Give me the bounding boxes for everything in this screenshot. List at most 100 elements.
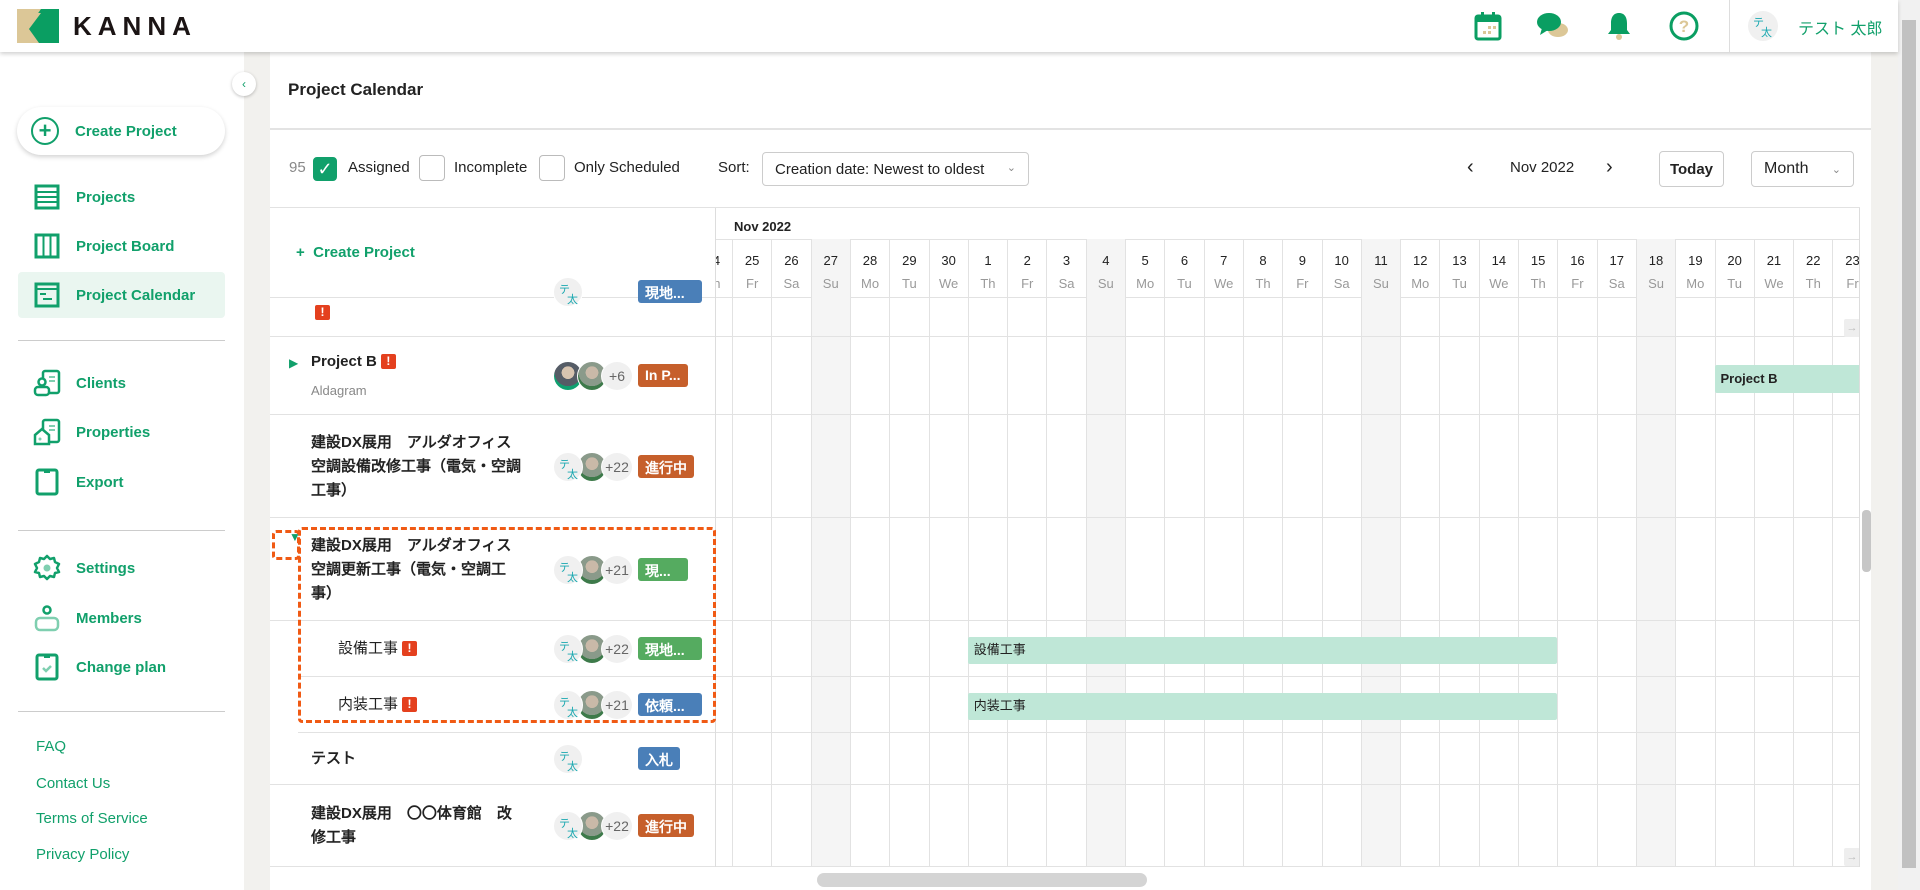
sidebar-item-settings[interactable]: Settings bbox=[18, 545, 225, 591]
divider bbox=[270, 297, 715, 298]
today-button[interactable]: Today bbox=[1659, 151, 1724, 187]
weekday-label: We bbox=[1214, 276, 1234, 291]
day-column: 19 Mo bbox=[1675, 239, 1714, 867]
status-badge: 進行中 bbox=[638, 814, 694, 837]
create-project-button[interactable]: + Create Project bbox=[17, 107, 225, 155]
assignee-avatars[interactable]: テ太 bbox=[553, 744, 583, 774]
project-row[interactable]: ▼ 建設DX展用 アルダオフィス空調更新工事（電気・空調工事） テ太 +21 現... bbox=[270, 518, 715, 621]
next-month-button[interactable]: › bbox=[1606, 156, 1613, 178]
assignee-avatars[interactable]: テ太 +21 bbox=[553, 554, 633, 585]
sidebar-item-export[interactable]: Export bbox=[18, 459, 225, 505]
weekday-label: We bbox=[939, 276, 959, 291]
project-row[interactable]: テスト テ太 入札 bbox=[270, 733, 715, 785]
warning-icon: ! bbox=[402, 641, 418, 656]
project-row[interactable]: 建設DX展用 アルダオフィス空調設備改修工事（電気・空調工事） テ太 +22 進行中 bbox=[270, 415, 715, 518]
avatar-initial: テ bbox=[559, 818, 570, 830]
highlight-box bbox=[298, 527, 716, 723]
assigned-checkbox[interactable]: ✓ bbox=[313, 157, 337, 181]
day-column: 2 Fr bbox=[1007, 239, 1046, 867]
incomplete-checkbox[interactable] bbox=[419, 155, 445, 181]
project-row[interactable]: ! テ太 現地... bbox=[270, 277, 715, 337]
project-name[interactable]: テスト bbox=[311, 747, 521, 771]
caret-right-icon[interactable]: ▶ bbox=[289, 356, 299, 370]
sidebar-item-members[interactable]: Members bbox=[18, 595, 225, 641]
project-name[interactable]: ! bbox=[311, 301, 521, 325]
project-name[interactable]: 設備工事! bbox=[338, 637, 548, 661]
avatar-initial: テ bbox=[1753, 17, 1764, 29]
chat-icon[interactable] bbox=[1536, 9, 1570, 43]
help-icon[interactable]: ? bbox=[1667, 9, 1701, 43]
sidebar-item-change-plan[interactable]: Change plan bbox=[18, 644, 225, 690]
assignee-avatars[interactable]: テ太 +22 bbox=[553, 811, 633, 841]
avatar-initial: テ bbox=[559, 284, 570, 296]
day-number: 4 bbox=[1102, 253, 1110, 268]
day-number: 10 bbox=[1334, 253, 1349, 268]
day-number: 29 bbox=[902, 253, 917, 268]
day-column: 10 Sa bbox=[1321, 239, 1361, 867]
sort-select[interactable]: Creation date: Newest to oldest ⌄ bbox=[762, 152, 1029, 186]
header-divider bbox=[1729, 0, 1730, 52]
project-row[interactable]: ▶ Project B! Aldagram +6 In P... bbox=[270, 337, 715, 415]
project-name[interactable]: Project B! bbox=[311, 350, 521, 374]
day-column: 5 Mo bbox=[1125, 239, 1164, 867]
day-number: 25 bbox=[744, 253, 760, 268]
calendar-icon[interactable] bbox=[1471, 9, 1505, 43]
project-name[interactable]: 建設DX展用 アルダオフィス空調更新工事（電気・空調工事） bbox=[311, 534, 521, 606]
sidebar-item-clients[interactable]: Clients bbox=[18, 360, 225, 406]
calendar-row bbox=[716, 677, 1859, 733]
horizontal-scroll-thumb[interactable] bbox=[817, 873, 1147, 887]
day-column: 12 Mo bbox=[1400, 239, 1439, 867]
only-scheduled-checkbox[interactable] bbox=[539, 155, 565, 181]
calendar-grid: Nov 2022 24Th25Fr26Sa27Su28Mo29Tu30We1Th… bbox=[716, 208, 1860, 867]
status-badge: 現地... bbox=[638, 280, 702, 303]
schedule-bar[interactable]: 内装工事 bbox=[967, 693, 1558, 720]
project-name[interactable]: 建設DX展用 アルダオフィス空調設備改修工事（電気・空調工事） bbox=[311, 431, 521, 503]
schedule-bar[interactable]: 設備工事 bbox=[967, 637, 1558, 664]
day-column: 20 Tu bbox=[1714, 239, 1754, 867]
sidebar-item-project-calendar[interactable]: Project Calendar bbox=[18, 272, 225, 318]
weekday-label: Tu bbox=[1177, 276, 1192, 291]
project-name[interactable]: 建設DX展用 〇〇体育館 改修工事 bbox=[311, 802, 521, 850]
footer-link[interactable]: Privacy Policy bbox=[36, 846, 130, 863]
weekday-label: Sa bbox=[1333, 276, 1350, 291]
page-scroll-thumb[interactable] bbox=[1902, 20, 1916, 868]
collapse-sidebar-button[interactable]: ‹ bbox=[232, 72, 256, 96]
kanna-logo-icon[interactable] bbox=[17, 9, 59, 43]
sidebar-item-properties[interactable]: Properties bbox=[18, 409, 225, 455]
day-column: 7 We bbox=[1203, 239, 1243, 867]
project-row[interactable]: 設備工事! テ太 +22 現地... bbox=[298, 621, 715, 677]
footer-link[interactable]: FAQ bbox=[36, 738, 67, 755]
day-number: 6 bbox=[1180, 253, 1189, 268]
plus-circle-icon: + bbox=[31, 117, 59, 145]
project-row[interactable]: 建設DX展用 〇〇体育館 改修工事 テ太 +22 進行中 bbox=[270, 785, 715, 867]
bell-icon[interactable] bbox=[1602, 9, 1636, 43]
assignee-avatars[interactable]: テ太 bbox=[553, 277, 583, 307]
view-select[interactable]: Month ⌄ bbox=[1751, 151, 1854, 187]
user-avatar[interactable]: テ太 bbox=[1748, 11, 1778, 41]
sidebar-item-project-board[interactable]: Project Board bbox=[18, 223, 225, 269]
warning-icon: ! bbox=[380, 354, 396, 369]
calendar-icon bbox=[32, 280, 62, 310]
weekday-label: Th bbox=[1805, 276, 1821, 291]
sidebar-item-projects[interactable]: Projects bbox=[18, 174, 225, 220]
prev-month-button[interactable]: ‹ bbox=[1467, 156, 1474, 178]
weekday-label: Mo bbox=[861, 276, 880, 291]
assignee-avatars[interactable]: テ太 +22 bbox=[553, 634, 633, 664]
list-create-project-button[interactable]: + Create Project bbox=[296, 244, 415, 261]
footer-link[interactable]: Terms of Service bbox=[36, 810, 148, 827]
day-column: 25 Fr bbox=[732, 239, 771, 867]
assignee-avatars[interactable]: テ太 +21 bbox=[553, 690, 633, 720]
footer-link[interactable]: Contact Us bbox=[36, 775, 111, 792]
schedule-bar[interactable]: Project B bbox=[1714, 365, 1859, 393]
assignee-avatars[interactable]: +6 bbox=[553, 361, 633, 391]
scroll-right-icon[interactable]: → bbox=[1844, 848, 1859, 866]
project-name[interactable]: 内装工事! bbox=[338, 693, 548, 717]
assignee-avatars[interactable]: テ太 +22 bbox=[553, 451, 633, 482]
scroll-right-icon[interactable]: → bbox=[1844, 319, 1859, 337]
vertical-scroll-thumb[interactable] bbox=[1862, 510, 1871, 572]
highlight-box bbox=[272, 530, 300, 560]
calendar-row bbox=[716, 518, 1859, 621]
user-name[interactable]: テスト 太郎 bbox=[1798, 21, 1883, 38]
project-row[interactable]: 内装工事! テ太 +21 依頼... bbox=[298, 677, 715, 733]
caret-down-icon[interactable]: ▼ bbox=[289, 530, 301, 544]
